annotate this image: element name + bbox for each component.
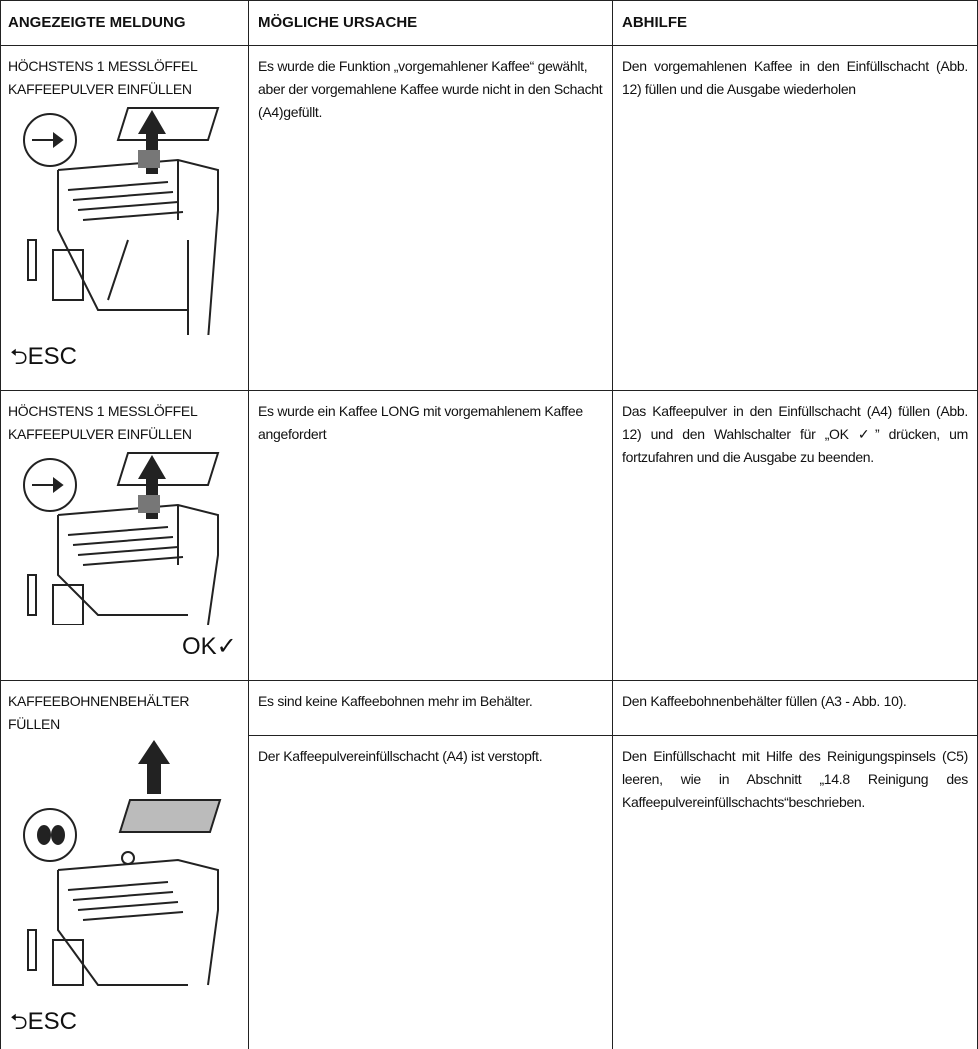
header-cell: ANGEZEIGTE MELDUNG [8,14,186,31]
cause: Es wurde die Funktion „vorgemahlener Kaf… [258,58,603,120]
message: HÖCHSTENS 1 MESSLÖFFEL KAFFEEPULVER EINF… [8,58,197,97]
header-cell: MÖGLICHE URSACHE [258,14,418,31]
remedy: Das Kaffeepulver in den Einfüllschacht (… [622,403,968,465]
ok-button: OK✓ [182,633,237,660]
remedy: Den Kaffeebohnenbehälter füllen (A3 - Ab… [622,693,907,709]
button-label: ESC [27,1008,77,1035]
rule [248,735,978,736]
rule [0,0,978,1]
rule [0,45,978,46]
esc-button: ⮌ESC [10,1008,77,1035]
cause: Es wurde ein Kaffee LONG mit vorgemahlen… [258,403,583,442]
cause: Es sind keine Kaffeebohnen mehr im Behäl… [258,693,533,709]
rule [248,0,249,1049]
rule [0,390,978,391]
header-cell: ABHILFE [622,14,687,31]
machine-illustration [23,740,222,986]
rule [0,680,978,681]
remedy: Den Einfüllschacht mit Hilfe des Reinigu… [622,748,968,810]
message: HÖCHSTENS 1 MESSLÖFFEL KAFFEEPULVER EINF… [8,403,197,442]
machine-illustration [23,452,220,625]
remedy: Den vorgemahlenen Kaffee in den Einfülls… [622,58,968,97]
rule [612,0,613,1049]
rule [0,0,1,1049]
button-label: ESC [27,343,77,370]
esc-button: ⮌ESC [10,343,77,370]
cause: Der Kaffeepulvereinfüllschacht (A4) ist … [258,748,543,764]
message: KAFFEEBOHNENBEHÄLTER FÜLLEN [8,693,190,732]
machine-illustration [23,107,220,335]
